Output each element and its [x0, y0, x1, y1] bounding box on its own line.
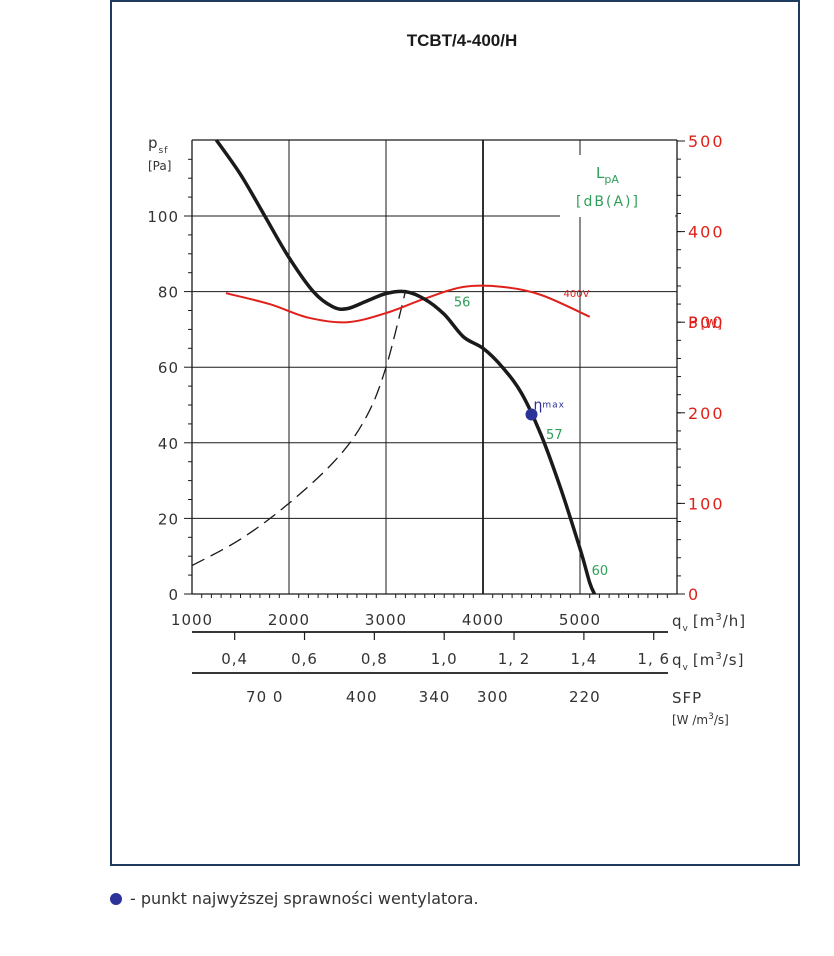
power-tick-label: 0: [688, 585, 700, 604]
sound-level-label: 56: [454, 296, 471, 311]
x-axis-label: qv [m3/h]: [672, 612, 746, 634]
sfp-tick-label: 400: [346, 688, 378, 706]
y-tick-label: 100: [147, 208, 179, 226]
power-curve-label: 400V: [564, 289, 590, 300]
eta-max-point: [525, 408, 538, 421]
chart-title: TCBT/4-400/H: [407, 31, 518, 50]
sound-level-labels: 56 57 60: [454, 296, 608, 579]
sfp-axis-unit: [W /m3/s]: [672, 712, 729, 727]
power-tick-label: 100: [688, 494, 725, 513]
x-axis-2-tick-label: 1,0: [431, 650, 458, 668]
x-tick-label: 2000: [268, 611, 310, 629]
system-curve: [191, 291, 407, 567]
footnote-text: - punkt najwyższej sprawności wentylator…: [130, 889, 479, 908]
sfp-tick-label: 300: [477, 688, 509, 706]
x-tick-label: 5000: [559, 611, 601, 629]
sfp-axis-label: SFP: [672, 689, 702, 707]
x-axis-2-label: qv [m3/s]: [672, 651, 744, 673]
sfp-tick-label: 340: [419, 688, 451, 706]
x-tick-label: 4000: [462, 611, 504, 629]
power-tick-label: 500: [688, 132, 725, 151]
eta-max-label: ηmax: [534, 397, 565, 413]
x-tick-label: 1000: [171, 611, 213, 629]
power-tick-label: 200: [688, 404, 725, 423]
power-curve: [225, 284, 591, 324]
sound-legend-unit: [dB(A)]: [576, 194, 640, 210]
pressure-curve: [214, 138, 597, 595]
power-tick-label: 400: [688, 223, 725, 242]
sound-legend-symbol: LpA: [596, 164, 619, 186]
y-tick-label: 80: [158, 284, 179, 302]
x-axis-2-tick-label: 0,8: [361, 650, 388, 668]
power-tick-label: 300: [688, 313, 725, 332]
sound-level-label: 57: [546, 428, 563, 443]
eta-max-dot-icon: [110, 892, 122, 905]
x-tick-label: 3000: [365, 611, 407, 629]
y-tick-label: 60: [158, 359, 179, 377]
y-tick-label: 40: [158, 435, 179, 453]
sfp-tick-label: 220: [569, 688, 601, 706]
y-tick-label: 0: [168, 586, 179, 604]
sound-legend-box: [560, 155, 675, 217]
y-axis-label: psf: [148, 134, 168, 156]
x-axis-2-tick-label: 0,4: [221, 650, 248, 668]
sfp-tick-label: 70 0: [246, 688, 283, 706]
y-axis-unit: [Pa]: [148, 159, 171, 173]
y-tick-label: 20: [158, 510, 179, 528]
sound-level-label: 60: [592, 564, 609, 579]
x-axis-2-tick-label: 0,6: [291, 650, 318, 668]
x-axis-2-tick-label: 1,4: [570, 650, 597, 668]
chart-panel: [110, 0, 800, 866]
x-axis-2-tick-label: 1, 2: [498, 650, 531, 668]
footnote: - punkt najwyższej sprawności wentylator…: [110, 889, 479, 908]
x-axis-2-tick-label: 1, 6: [637, 650, 670, 668]
power-axis-label: P [W]: [688, 313, 722, 332]
